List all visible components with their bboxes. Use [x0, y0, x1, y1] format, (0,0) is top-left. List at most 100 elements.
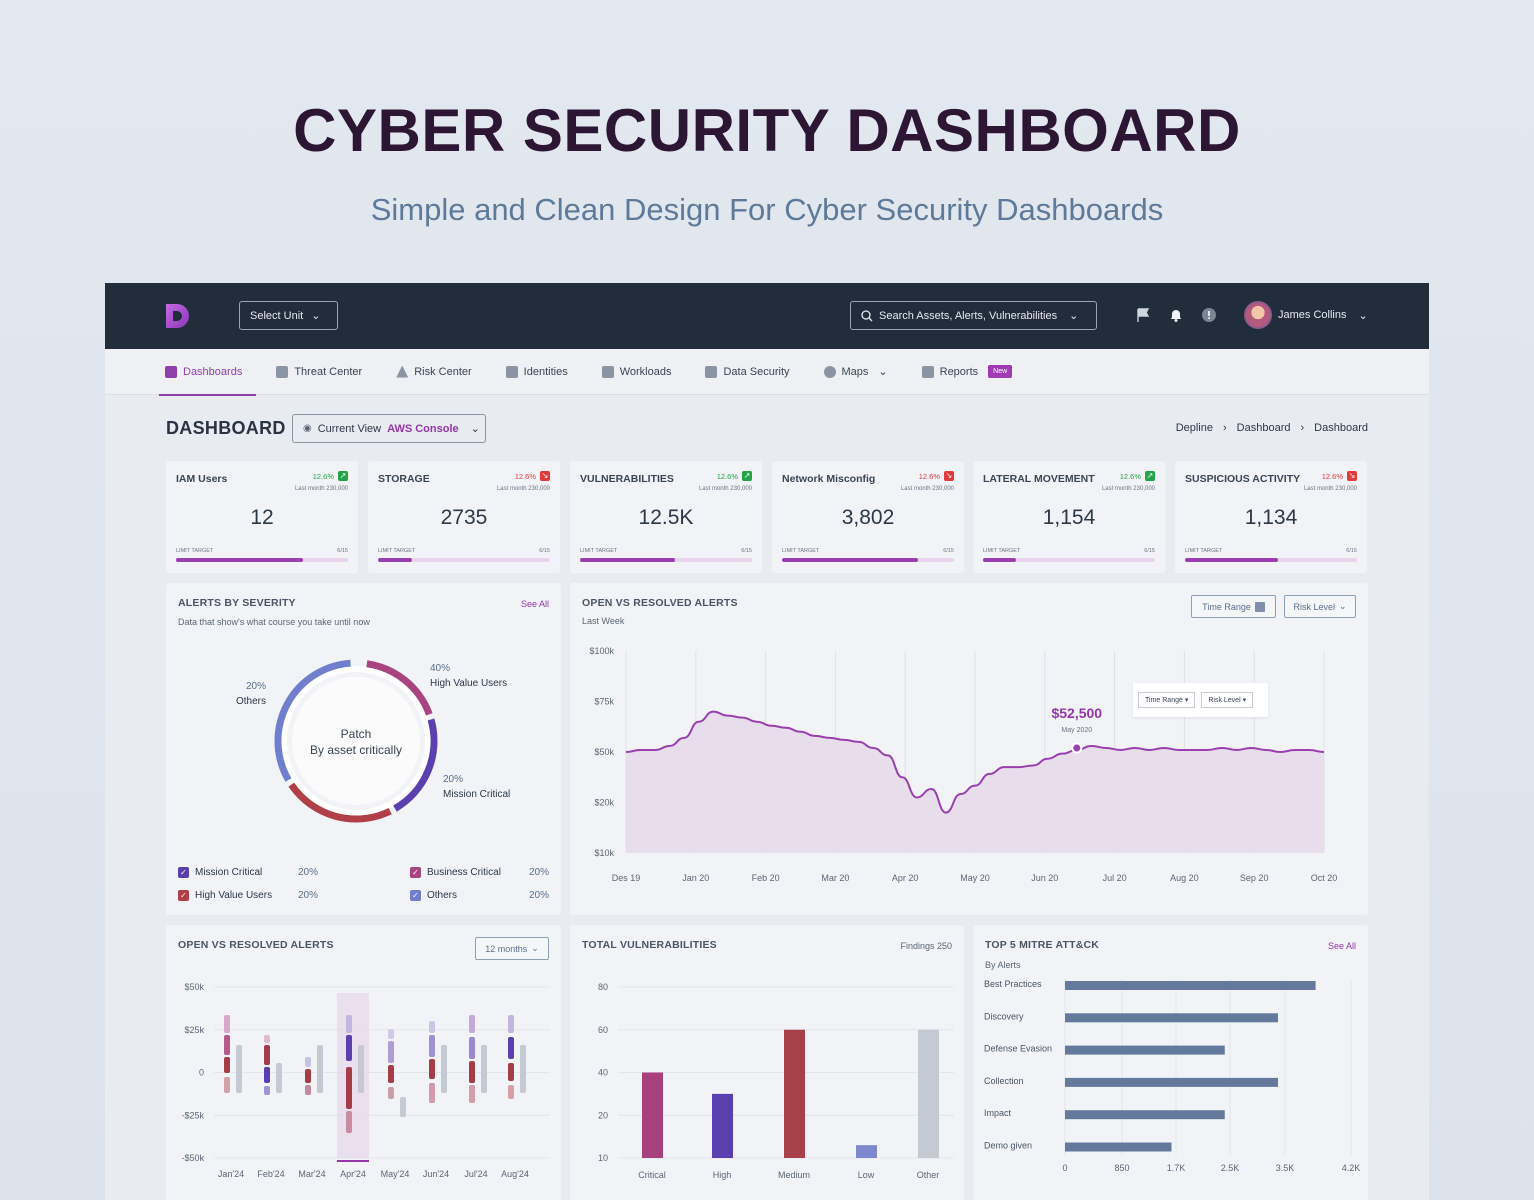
stack-segment[interactable] — [346, 1067, 352, 1109]
donut-slice[interactable] — [366, 660, 433, 716]
vuln-bar[interactable] — [856, 1145, 877, 1158]
stack-segment[interactable] — [429, 1059, 435, 1079]
stack-segment[interactable] — [346, 1035, 352, 1061]
resolved-bar[interactable] — [358, 1045, 364, 1093]
nav-item-threat-center[interactable]: Threat Center — [276, 349, 362, 395]
stack-segment[interactable] — [429, 1035, 435, 1057]
stack-segment[interactable] — [429, 1083, 435, 1103]
checkbox-icon[interactable]: ✓ — [178, 867, 189, 878]
stack-segment[interactable] — [224, 1035, 230, 1055]
nav-label: Risk Center — [414, 365, 472, 378]
legend-item[interactable]: ✓ Business Critical 20% — [410, 867, 549, 878]
vuln-bar[interactable] — [784, 1029, 805, 1158]
breadcrumb-item[interactable]: Dashboard — [1236, 422, 1291, 434]
donut-slice[interactable] — [393, 718, 438, 812]
stack-segment[interactable] — [305, 1085, 311, 1095]
time-range-button[interactable]: Time Range — [1191, 595, 1276, 618]
vuln-bar[interactable] — [712, 1093, 733, 1158]
resolved-bar[interactable] — [317, 1045, 323, 1093]
nav-item-maps[interactable]: Maps ⌄ — [823, 349, 888, 395]
see-all-link[interactable]: See All — [1327, 941, 1356, 951]
resolved-bar[interactable] — [520, 1045, 526, 1093]
stack-segment[interactable] — [469, 1037, 475, 1059]
stack-segment[interactable] — [388, 1041, 394, 1063]
stack-segment[interactable] — [469, 1015, 475, 1033]
period-dropdown[interactable]: 12 months ⌄ — [475, 937, 549, 960]
checkbox-icon[interactable]: ✓ — [410, 890, 421, 901]
stack-segment[interactable] — [224, 1057, 230, 1073]
nav-item-reports[interactable]: Reports New — [921, 349, 1013, 395]
stack-segment[interactable] — [224, 1015, 230, 1033]
stack-segment[interactable] — [508, 1015, 514, 1033]
vuln-bar[interactable] — [918, 1029, 939, 1158]
stack-segment[interactable] — [469, 1085, 475, 1103]
stack-segment[interactable] — [305, 1069, 311, 1083]
legend-item[interactable]: ✓ Mission Critical 20% — [178, 867, 318, 878]
stack-segment[interactable] — [264, 1045, 270, 1065]
see-all-link[interactable]: See All — [520, 599, 549, 609]
resolved-bar[interactable] — [276, 1063, 282, 1093]
kpi-card[interactable]: VULNERABILITIES 12.6% ↗ Last month 230,000 1… — [570, 461, 762, 573]
stack-segment[interactable] — [388, 1029, 394, 1039]
stack-segment[interactable] — [508, 1063, 514, 1081]
nav-item-data-security[interactable]: Data Security — [705, 349, 790, 395]
stack-segment[interactable] — [469, 1061, 475, 1083]
stack-segment[interactable] — [224, 1077, 230, 1093]
risk-level-dropdown[interactable]: Risk Level ⌄ — [1284, 595, 1356, 618]
kpi-card[interactable]: STORAGE 12.6% ↘ Last month 230,000 2735 LIMIT… — [368, 461, 560, 573]
select-unit-dropdown[interactable]: Select Unit ⌄ — [239, 301, 338, 330]
donut-slice[interactable] — [288, 782, 392, 823]
nav-item-workloads[interactable]: Workloads — [601, 349, 671, 395]
kpi-card[interactable]: LATERAL MOVEMENT 12.6% ↗ Last month 230,000… — [973, 461, 1165, 573]
search-input[interactable]: Search Assets, Alerts, Vulnerabilities ⌄ — [850, 301, 1097, 330]
mitre-bar[interactable] — [1065, 1077, 1279, 1087]
highlight-point[interactable] — [1071, 742, 1083, 754]
user-menu[interactable]: James Collins ⌄ — [1244, 301, 1368, 329]
donut-slice[interactable] — [274, 659, 351, 782]
vuln-bar[interactable] — [642, 1072, 663, 1159]
alert-icon[interactable] — [1200, 307, 1218, 325]
stack-segment[interactable] — [508, 1037, 514, 1059]
stack-segment[interactable] — [264, 1035, 270, 1043]
logo-icon[interactable] — [165, 303, 191, 329]
nav-item-dashboards[interactable]: Dashboards — [158, 349, 257, 396]
kpi-card[interactable]: IAM Users 12.6% ↗ Last month 230,000 12 LIMIT… — [166, 461, 358, 573]
stack-segment[interactable] — [508, 1085, 514, 1099]
legend-item[interactable]: ✓ Others 20% — [410, 890, 549, 901]
stack-segment[interactable] — [429, 1021, 435, 1033]
y-tick-label: Impact — [984, 1108, 1012, 1118]
mitre-bar[interactable] — [1065, 981, 1316, 990]
stack-segment[interactable] — [305, 1057, 311, 1067]
stack-segment[interactable] — [346, 1111, 352, 1133]
mitre-bar[interactable] — [1065, 1110, 1225, 1120]
kpi-card[interactable]: Network Misconfig 12.6% ↘ Last month 230,00… — [772, 461, 964, 573]
legend-item[interactable]: ✓ High Value Users 20% — [178, 890, 318, 901]
mitre-bar[interactable] — [1065, 1142, 1172, 1152]
y-tick-label: -$50k — [181, 1153, 204, 1163]
resolved-bar[interactable] — [441, 1045, 447, 1093]
kpi-change: 12.6% ↘ — [515, 471, 550, 481]
checkbox-icon[interactable]: ✓ — [410, 867, 421, 878]
arrow-up-icon: ↗ — [338, 471, 348, 481]
stack-segment[interactable] — [346, 1015, 352, 1033]
stack-segment[interactable] — [388, 1065, 394, 1083]
nav-item-risk-center[interactable]: Risk Center — [396, 349, 472, 395]
kpi-card[interactable]: SUSPICIOUS ACTIVITY 12.6% ↘ Last month 230,… — [1175, 461, 1367, 573]
nav-item-identities[interactable]: Identities — [505, 349, 568, 395]
resolved-bar[interactable] — [400, 1097, 406, 1117]
x-tick-label: 0 — [1062, 1163, 1067, 1173]
inline-time-range[interactable]: Time Range ▾ — [1138, 692, 1196, 708]
current-view-dropdown[interactable]: ◉ Current View AWS Console ⌄ — [292, 414, 486, 443]
bell-icon[interactable] — [1167, 307, 1185, 325]
flag-icon[interactable] — [1134, 307, 1152, 325]
stack-segment[interactable] — [264, 1086, 270, 1095]
mitre-bar[interactable] — [1065, 1045, 1225, 1055]
resolved-bar[interactable] — [481, 1045, 487, 1093]
stack-segment[interactable] — [388, 1087, 394, 1099]
checkbox-icon[interactable]: ✓ — [178, 890, 189, 901]
inline-risk-level[interactable]: Risk Level ▾ — [1201, 692, 1254, 708]
stack-segment[interactable] — [264, 1067, 270, 1083]
resolved-bar[interactable] — [236, 1045, 242, 1093]
mitre-bar[interactable] — [1065, 1013, 1279, 1023]
breadcrumb-item[interactable]: Depline — [1175, 422, 1213, 434]
